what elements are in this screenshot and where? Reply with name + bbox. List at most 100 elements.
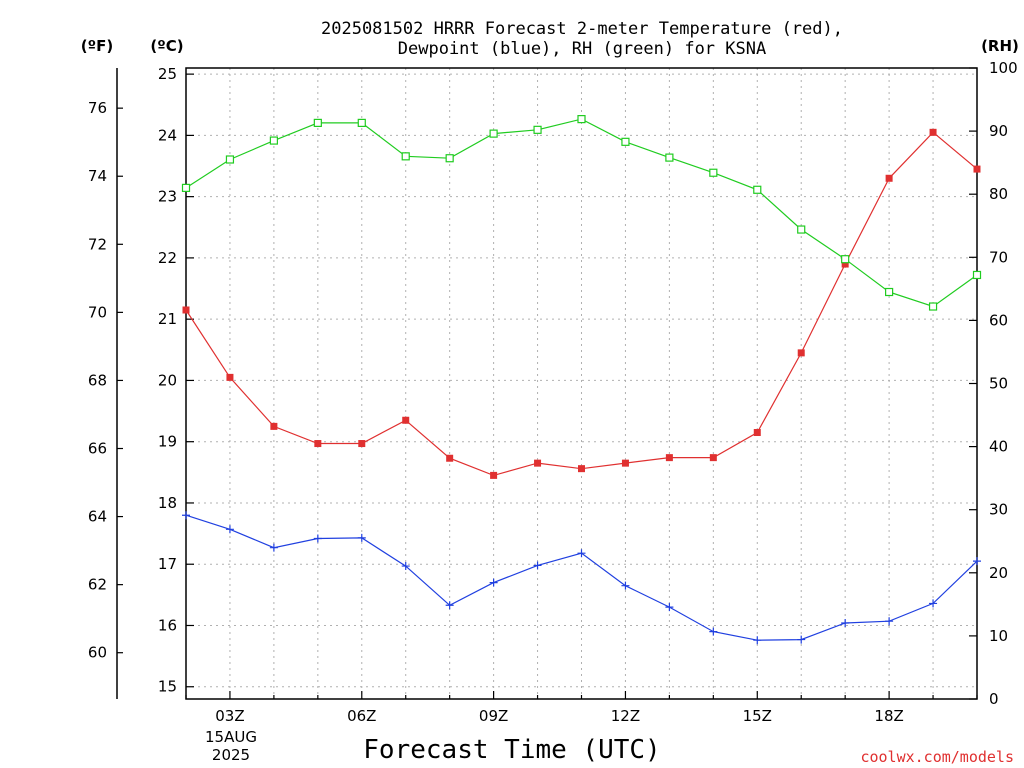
celsius-tick-label: 21: [158, 310, 177, 328]
fahrenheit-tick-label: 62: [88, 576, 107, 594]
temperature-point: [226, 373, 234, 381]
temperature-point: [446, 454, 454, 462]
rh-point: [357, 118, 366, 127]
dewpoint-point: [401, 562, 410, 571]
temperature-point: [270, 422, 278, 430]
dewpoint-point: [225, 525, 234, 534]
dewpoint-point: [577, 549, 586, 558]
fahrenheit-tick-label: 64: [88, 508, 107, 526]
temperature-point: [841, 260, 849, 268]
data-series: [181, 115, 982, 645]
rh-tick-label: 50: [989, 375, 1008, 393]
rh-tick-label: 20: [989, 564, 1008, 582]
dewpoint-point: [313, 534, 322, 543]
dewpoint-point: [269, 543, 278, 552]
fahrenheit-tick-label: 74: [88, 167, 107, 185]
x-tick-label: 15Z: [743, 707, 772, 725]
dewpoint-point: [445, 601, 454, 610]
celsius-tick-label: 25: [158, 65, 177, 83]
fahrenheit-tick-label: 70: [88, 303, 107, 321]
dewpoint-point: [621, 581, 630, 590]
dewpoint-point: [797, 635, 806, 644]
dewpoint-point: [841, 619, 850, 628]
rh-point: [533, 125, 542, 134]
temperature-point: [402, 416, 410, 424]
celsius-tick-label: 23: [158, 188, 177, 206]
rh-tick-label: 40: [989, 438, 1008, 456]
dewpoint-point: [182, 511, 190, 520]
rh-point: [665, 153, 674, 162]
rh-point: [445, 154, 454, 163]
temperature-point: [973, 165, 981, 173]
temperature-point: [929, 128, 937, 136]
celsius-tick-label: 16: [158, 616, 177, 634]
rh-point: [313, 118, 322, 127]
date-year-label: 2025: [212, 746, 250, 764]
temperature-point: [490, 471, 498, 479]
dewpoint-point: [885, 617, 894, 626]
rh-unit-label: (RH): [981, 37, 1019, 55]
rh-tick-label: 0: [989, 690, 999, 708]
fahrenheit-tick-label: 60: [88, 644, 107, 662]
dewpoint-point: [973, 557, 981, 566]
axes: 15 16 17 18 19 20 21 22 23 24 25 60 62 64 66 68 70 72 74 76…: [88, 59, 1018, 725]
dewpoint-point: [489, 578, 498, 587]
rh-point: [797, 225, 806, 234]
dewpoint-point: [357, 533, 366, 542]
rh-tick-label: 10: [989, 627, 1008, 645]
rh-tick-label: 30: [989, 501, 1008, 519]
rh-point: [621, 137, 630, 146]
fahrenheit-tick-label: 72: [88, 235, 107, 253]
dewpoint-point: [753, 636, 762, 645]
rh-point: [401, 152, 410, 161]
dewpoint-point: [929, 599, 938, 608]
rh-point: [489, 129, 498, 138]
temperature-point: [709, 454, 717, 462]
rh-point: [225, 155, 235, 164]
fahrenheit-unit-label: (ºF): [81, 37, 113, 55]
x-axis-label: Forecast Time (UTC): [363, 735, 660, 765]
date-day-label: 15AUG: [205, 728, 257, 746]
rh-point: [928, 302, 938, 311]
rh-point: [841, 255, 850, 264]
chart-title-line1: 2025081502 HRRR Forecast 2-meter Tempera…: [321, 19, 843, 39]
rh-point: [181, 183, 191, 192]
rh-tick-label: 60: [989, 311, 1008, 329]
fahrenheit-tick-label: 76: [88, 99, 107, 117]
plot-frame: [185, 67, 978, 700]
celsius-tick-label: 15: [158, 678, 177, 696]
celsius-tick-label: 19: [158, 433, 177, 451]
chart-title-line2: Dewpoint (blue), RH (green) for KSNA: [398, 39, 766, 59]
celsius-unit-label: (ºC): [150, 37, 183, 55]
temperature-point: [753, 429, 761, 437]
credit-label: coolwx.com/models: [860, 748, 1014, 766]
temperature-point: [885, 174, 893, 182]
x-tick-label: 03Z: [215, 707, 244, 725]
rh-point: [577, 115, 586, 124]
temperature-point: [665, 454, 673, 462]
temperature-point: [314, 440, 322, 448]
rh-point: [972, 270, 982, 280]
temperature-point: [797, 349, 805, 357]
celsius-tick-label: 17: [158, 555, 177, 573]
rh-point: [753, 185, 762, 194]
dewpoint-point: [533, 561, 542, 570]
x-tick-label: 18Z: [874, 707, 903, 725]
temperature-point: [578, 465, 585, 473]
rh-tick-label: 70: [989, 248, 1008, 266]
rh-tick-label: 100: [989, 59, 1018, 77]
rh-point: [269, 136, 278, 145]
dewpoint-point: [665, 603, 674, 612]
temperature-point: [358, 440, 366, 448]
temperature-point: [534, 459, 542, 467]
fahrenheit-tick-label: 66: [88, 440, 107, 458]
x-tick-label: 06Z: [347, 707, 376, 725]
fahrenheit-tick-label: 68: [88, 371, 107, 389]
rh-tick-label: 80: [989, 185, 1008, 203]
celsius-tick-label: 20: [158, 371, 177, 389]
temperature-point: [621, 459, 629, 467]
celsius-tick-label: 18: [158, 494, 177, 512]
celsius-tick-label: 22: [158, 249, 177, 267]
rh-tick-label: 90: [989, 122, 1008, 140]
